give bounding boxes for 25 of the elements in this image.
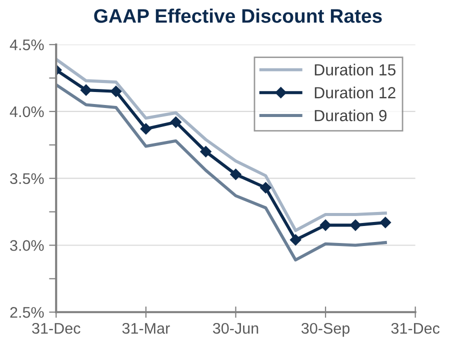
point: [260, 182, 272, 194]
x-tick-label: 31-Dec: [391, 322, 440, 334]
legend-label: Duration 9: [314, 110, 387, 122]
x-tick-label: 30-Jun: [212, 322, 258, 334]
y-tick-label: 2.5%: [10, 307, 44, 318]
point: [320, 220, 332, 231]
point: [170, 116, 182, 128]
chart-title: GAAP Effective Discount Rates: [94, 8, 382, 23]
point: [380, 216, 391, 228]
legend-label: Duration 12: [314, 86, 396, 98]
y-tick-label: 4.5%: [10, 40, 44, 50]
point: [140, 123, 152, 134]
x-tick-label: 30-Sep: [301, 322, 350, 337]
y-tick-label: 3.0%: [10, 240, 44, 251]
legend-label: Duration 15: [314, 64, 396, 76]
point: [110, 86, 122, 98]
y-tick-label: 3.5%: [10, 173, 44, 184]
point: [350, 220, 362, 231]
point: [80, 84, 92, 96]
point: [290, 234, 302, 246]
x-tick-label: 31-Mar: [122, 322, 170, 334]
point: [200, 146, 212, 158]
y-tick-label: 4.0%: [10, 106, 44, 118]
x-tick-label: 31-Dec: [32, 322, 80, 334]
point: [230, 168, 242, 180]
